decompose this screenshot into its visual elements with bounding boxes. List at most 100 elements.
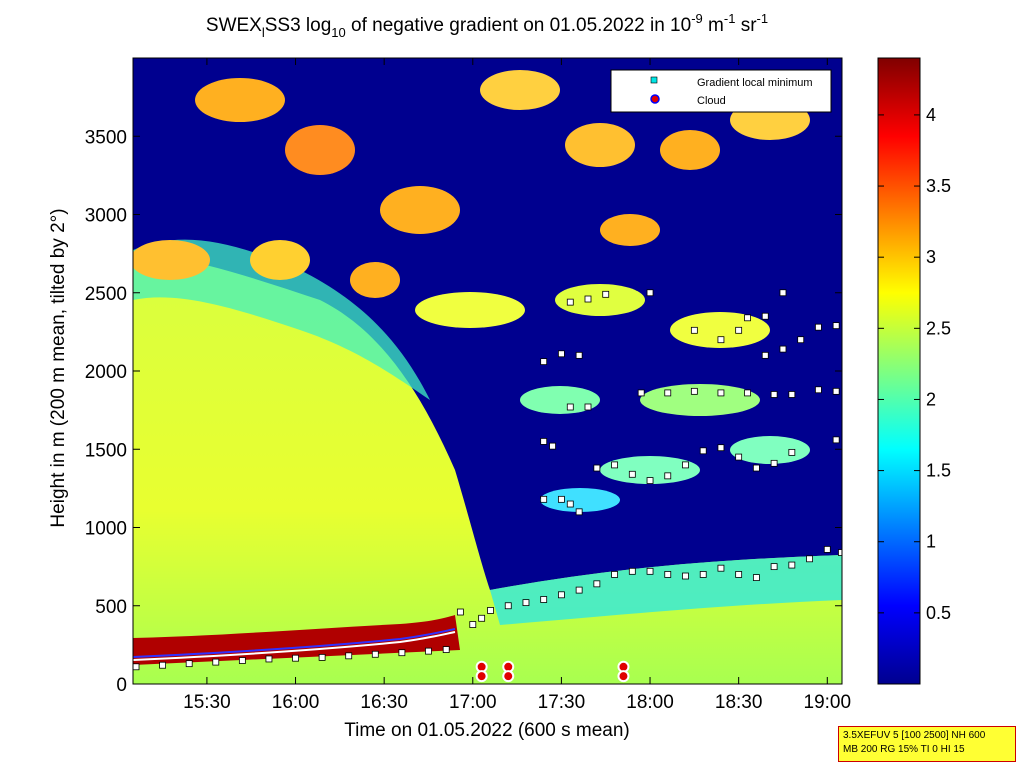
- legend-marker-square: [650, 76, 658, 84]
- gradient-min-point: [292, 654, 299, 662]
- gradient-min-point: [788, 448, 796, 456]
- gradient-min-point: [690, 387, 698, 395]
- gradient-min-point: [584, 295, 592, 303]
- colorbar-tick-label: 3: [926, 247, 936, 267]
- legend: Gradient local minimum Cloud: [610, 69, 832, 113]
- y-axis: 0 500 1000 1500 2000 2500 3000 3500: [85, 127, 842, 696]
- x-tick-label: 17:00: [449, 692, 497, 713]
- gradient-min-point: [558, 495, 565, 503]
- gradient-min-point: [690, 326, 698, 334]
- gradient-min-point: [540, 495, 548, 503]
- x-tick-label: 19:00: [804, 692, 852, 713]
- gradient-min-point: [752, 574, 760, 581]
- gradient-min-point: [823, 546, 831, 553]
- cloud-point: [617, 670, 630, 683]
- gradient-min-point: [788, 561, 796, 569]
- y-tick-label: 3000: [85, 206, 127, 227]
- gradient-min-point: [770, 459, 778, 467]
- gradient-min-point: [159, 661, 167, 669]
- gradient-min-point: [593, 464, 601, 472]
- gradient-min-point: [628, 567, 636, 575]
- colorbar: 0.5 1 1.5 2 2.5 3 3.5 4: [877, 57, 951, 685]
- gradient-min-point: [611, 571, 618, 578]
- gradient-min-point: [442, 646, 450, 653]
- gradient-min-point: [566, 298, 574, 306]
- gradient-min-point: [646, 289, 654, 297]
- legend-box: [610, 69, 832, 113]
- lower-layer-cyan: [490, 555, 842, 625]
- gradient-min-point: [478, 614, 486, 622]
- x-tick-label: 17:30: [538, 692, 586, 713]
- gradient-min-point: [425, 647, 432, 655]
- gradient-min-point: [699, 571, 707, 578]
- x-tick-label: 18:00: [626, 692, 674, 713]
- gradient-min-point: [238, 657, 246, 664]
- gradient-min-point: [318, 653, 326, 661]
- gradient-min-point: [456, 608, 464, 616]
- colorbar-gradient: [877, 57, 921, 685]
- colorbar-tick-label: 1.5: [926, 461, 951, 481]
- gradient-min-point: [646, 567, 654, 575]
- info-line-1: 3.5XEFUV 5 [100 2500] NH 600: [843, 730, 986, 741]
- gradient-min-point: [575, 586, 583, 594]
- aerosol-layer-upper: [133, 239, 430, 400]
- series-layer: [133, 289, 842, 683]
- gradient-min-point: [770, 391, 778, 398]
- gradient-min-point: [717, 389, 725, 397]
- colorbar-tick-label: 1: [926, 532, 936, 552]
- y-tick-label: 1500: [85, 440, 127, 461]
- gradient-min-point: [646, 477, 654, 484]
- gradient-min-point: [540, 358, 548, 366]
- gradient-min-point: [133, 663, 140, 671]
- gradient-min-point: [265, 655, 273, 663]
- gradient-min-point: [558, 591, 565, 599]
- gradient-min-point: [540, 438, 548, 445]
- gradient-min-point: [832, 387, 840, 395]
- gradient-min-point: [398, 649, 406, 657]
- x-axis: 15:30 16:00 16:30 17:00 17:30 18:00 18:30 19:00: [183, 58, 851, 713]
- colorbar-tick-label: 0.5: [926, 603, 951, 623]
- gradient-min-point: [717, 444, 725, 452]
- gradient-min-point: [611, 461, 618, 469]
- gradient-min-point: [487, 607, 494, 614]
- gradient-min-point: [717, 564, 725, 572]
- gradient-min-point: [504, 602, 512, 610]
- colorbar-tick-label: 2: [926, 389, 936, 409]
- gradient-min-point: [717, 336, 725, 344]
- x-tick-label: 16:00: [272, 692, 320, 713]
- info-line-2: MB 200 RG 15% TI 0 HI 15: [843, 744, 965, 755]
- gradient-min-point: [540, 596, 548, 603]
- gradient-min-point: [575, 351, 583, 359]
- gradient-min-point: [761, 351, 769, 359]
- gradient-min-point: [815, 386, 822, 394]
- gradient-min-point: [788, 391, 796, 398]
- colorbar-tick-label: 4: [926, 105, 936, 125]
- legend-label-gradient: Gradient local minimum: [697, 77, 813, 89]
- y-axis-label: Height in m (200 m mean, tilted by 2°): [48, 208, 69, 527]
- gradient-min-point: [575, 508, 583, 516]
- y-tick-label: 2500: [85, 284, 127, 305]
- gradient-min-point: [797, 336, 805, 344]
- gradient-min-point: [832, 322, 840, 330]
- legend-marker-circle: [650, 94, 660, 104]
- gradient-min-point: [549, 442, 556, 450]
- y-tick-label: 1000: [85, 519, 127, 540]
- gradient-min-point: [185, 660, 193, 668]
- gradient-min-point: [637, 389, 645, 397]
- info-box: 3.5XEFUV 5 [100 2500] NH 600 MB 200 RG 1…: [838, 726, 1016, 762]
- colorbar-tick-label: 2.5: [926, 318, 951, 338]
- gradient-min-point: [735, 326, 743, 334]
- gradient-min-point: [664, 571, 672, 578]
- heatmap-area: [133, 58, 842, 684]
- colorbar-tick-label: 3.5: [926, 176, 951, 196]
- surface-layer-edge: [133, 631, 456, 661]
- x-axis-label: Time on 01.05.2022 (600 s mean): [344, 720, 630, 741]
- gradient-min-point: [584, 403, 592, 411]
- surface-layer-blue: [133, 628, 456, 658]
- gradient-min-point: [602, 290, 610, 298]
- gradient-min-point: [744, 389, 751, 397]
- y-tick-label: 500: [95, 597, 127, 618]
- gradient-min-point: [371, 650, 379, 658]
- y-tick-label: 2000: [85, 362, 127, 383]
